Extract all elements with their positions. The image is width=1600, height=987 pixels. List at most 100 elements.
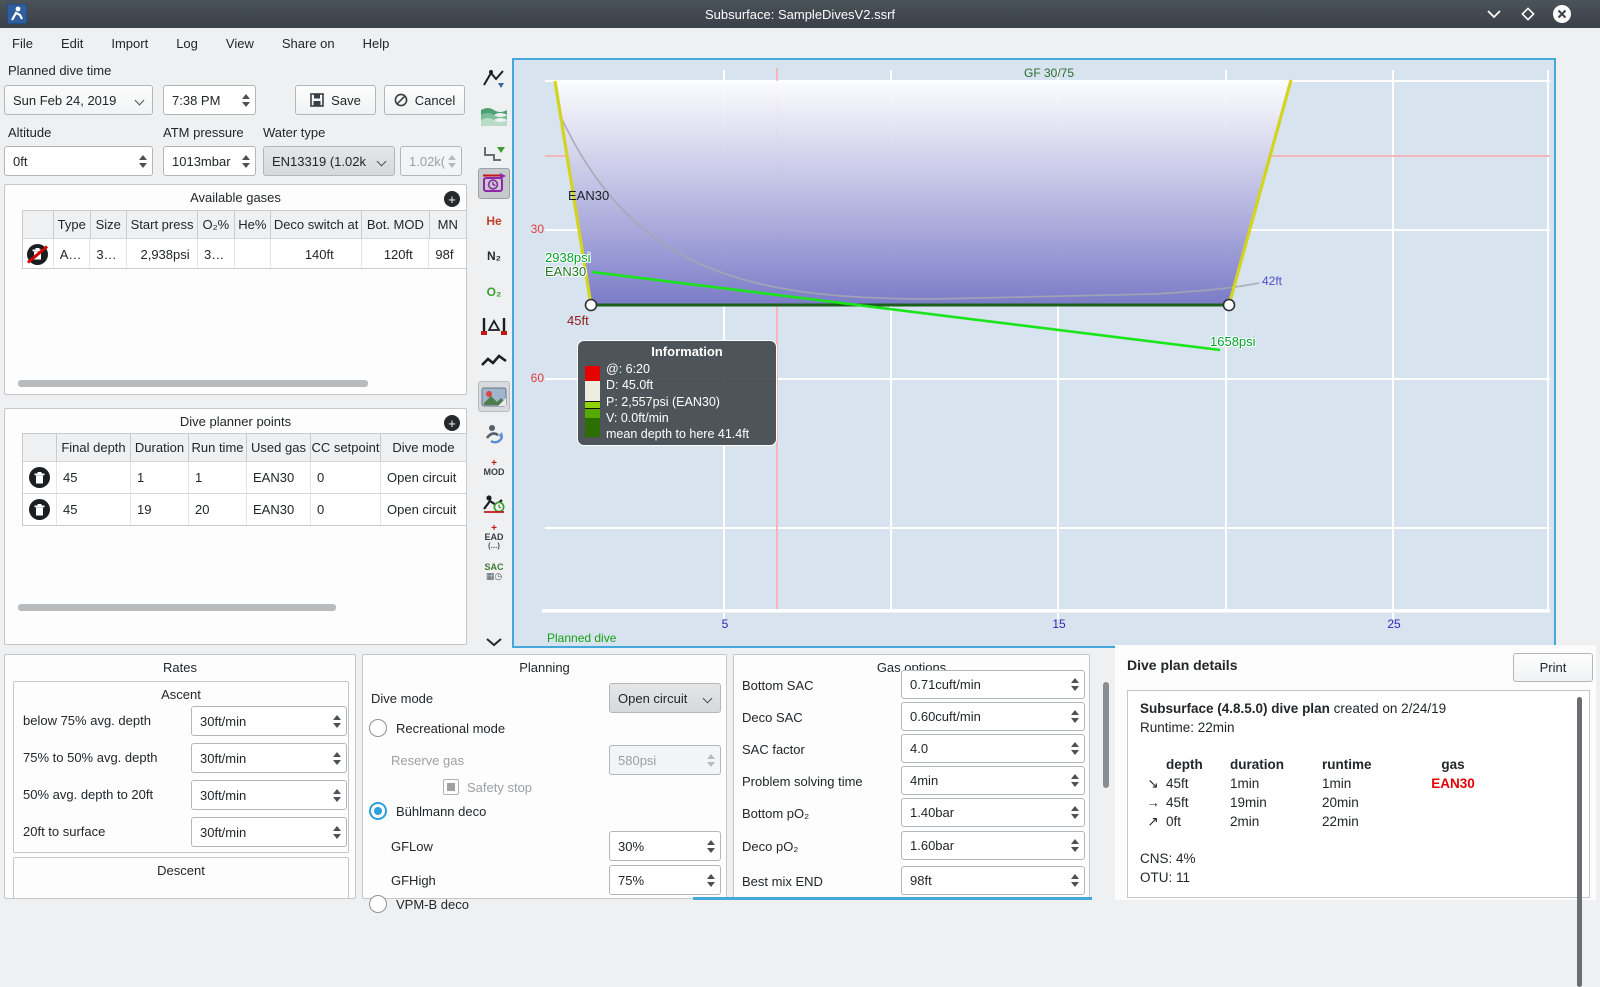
cancel-button[interactable]: Cancel bbox=[384, 85, 465, 115]
menu-import[interactable]: Import bbox=[111, 35, 149, 51]
toolbar-water-button[interactable] bbox=[478, 100, 510, 131]
menu-log[interactable]: Log bbox=[176, 35, 198, 51]
col-duration[interactable]: Duration bbox=[131, 434, 189, 461]
toolbar-ndl-button[interactable] bbox=[478, 487, 510, 518]
vpmb-deco-radio[interactable] bbox=[369, 895, 387, 913]
dive-profile-chart[interactable]: GF 30/75 EAN30 30 60 2938psi EAN30 45ft … bbox=[512, 58, 1556, 648]
stepper-arrows[interactable] bbox=[242, 86, 250, 114]
rate-stepper[interactable]: 30ft/min bbox=[191, 817, 347, 847]
toolbar-setpoint-button[interactable] bbox=[478, 168, 510, 199]
toolbar-pheo-button[interactable]: He bbox=[478, 205, 510, 236]
bottom-vertical-scrollbar[interactable] bbox=[1103, 682, 1109, 788]
toolbar-mod-button[interactable]: + MOD bbox=[478, 452, 510, 483]
dive-time-stepper[interactable]: 7:38 PM bbox=[163, 85, 256, 115]
toolbar-ruler-button[interactable] bbox=[478, 310, 510, 341]
dive-date-select[interactable]: Sun Feb 24, 2019 bbox=[4, 85, 153, 115]
gfhigh-stepper[interactable]: 75% bbox=[609, 865, 721, 895]
cell-mnd[interactable]: 98f bbox=[435, 246, 454, 262]
col-final-depth[interactable]: Final depth bbox=[57, 434, 131, 461]
cell-deco-switch[interactable]: 140ft bbox=[271, 239, 363, 268]
points-horizontal-scrollbar[interactable] bbox=[18, 604, 336, 611]
menu-view[interactable]: View bbox=[225, 35, 254, 51]
col-used-gas[interactable]: Used gas bbox=[247, 434, 311, 461]
col-cc-setpoint[interactable]: CC setpoint bbox=[311, 434, 381, 461]
toolbar-photos-button[interactable] bbox=[478, 381, 510, 412]
best-mix-end-stepper[interactable]: 98ft bbox=[901, 866, 1085, 895]
cell-duration[interactable]: 1 bbox=[131, 462, 189, 493]
gases-horizontal-scrollbar[interactable] bbox=[18, 380, 368, 387]
menu-share-on[interactable]: Share on bbox=[281, 35, 335, 51]
delete-point-icon[interactable] bbox=[29, 499, 50, 520]
delete-gas-icon[interactable] bbox=[27, 243, 49, 265]
bottom-sac-stepper[interactable]: 0.71cuft/min bbox=[901, 670, 1085, 699]
buhlmann-deco-radio[interactable] bbox=[369, 802, 387, 820]
cell-size[interactable]: 3… bbox=[90, 239, 128, 268]
plan-scrollbar[interactable] bbox=[1577, 697, 1582, 987]
col-run-time[interactable]: Run time bbox=[189, 434, 247, 461]
cell-type[interactable]: A… bbox=[54, 239, 91, 268]
menu-file[interactable]: File bbox=[12, 35, 33, 51]
rate-stepper[interactable]: 30ft/min bbox=[191, 743, 347, 773]
recreational-mode-radio[interactable] bbox=[369, 719, 387, 737]
toolbar-diver-change-button[interactable] bbox=[478, 417, 510, 448]
waypoint-handle[interactable] bbox=[584, 298, 598, 312]
add-gas-button[interactable]: + bbox=[444, 191, 460, 207]
point-row[interactable]: 45 1 1 EAN30 0 Open circuit bbox=[23, 462, 466, 494]
print-button[interactable]: Print bbox=[1513, 653, 1593, 682]
cell-depth[interactable]: 45 bbox=[57, 494, 131, 525]
cell-o2[interactable]: 3… bbox=[198, 239, 235, 268]
toolbar-pn2-button[interactable]: N₂ bbox=[478, 240, 510, 271]
cell-gas[interactable]: EAN30 bbox=[247, 462, 311, 493]
cell-duration[interactable]: 19 bbox=[131, 494, 189, 525]
gas-row[interactable]: A… 3… 2,938psi 3… 140ft 120ft 98f bbox=[23, 239, 466, 268]
gflow-stepper[interactable]: 30% bbox=[609, 831, 721, 861]
toolbar-heartrate-button[interactable] bbox=[478, 345, 510, 376]
toolbar-ead-button[interactable]: + EAD (…) bbox=[478, 522, 510, 553]
safety-stop-checkbox[interactable] bbox=[443, 779, 459, 795]
toolbar-profile-button[interactable] bbox=[478, 62, 510, 93]
col-deco-switch[interactable]: Deco switch at bbox=[271, 211, 363, 238]
cell-runtime[interactable]: 1 bbox=[189, 462, 247, 493]
point-row[interactable]: 45 19 20 EAN30 0 Open circuit bbox=[23, 494, 466, 525]
atm-pressure-stepper[interactable]: 1013mbar bbox=[163, 146, 256, 176]
col-type[interactable]: Type bbox=[54, 211, 91, 238]
sac-factor-stepper[interactable]: 4.0 bbox=[901, 734, 1085, 763]
rate-stepper[interactable]: 30ft/min bbox=[191, 780, 347, 810]
rate-stepper[interactable]: 30ft/min bbox=[191, 706, 347, 736]
cell-depth[interactable]: 45 bbox=[57, 462, 131, 493]
col-mnd[interactable]: MN bbox=[429, 211, 466, 238]
toolbar-scroll-down-button[interactable] bbox=[478, 626, 510, 657]
col-o2[interactable]: O₂% bbox=[198, 211, 235, 238]
col-start-press[interactable]: Start press bbox=[127, 211, 199, 238]
col-dive-mode[interactable]: Dive mode bbox=[381, 434, 466, 461]
cell-gas[interactable]: EAN30 bbox=[247, 494, 311, 525]
dive-mode-select[interactable]: Open circuit bbox=[609, 683, 721, 713]
add-point-button[interactable]: + bbox=[444, 415, 460, 431]
cell-he[interactable] bbox=[235, 239, 272, 268]
col-he[interactable]: He% bbox=[234, 211, 272, 238]
maximize-button[interactable] bbox=[1518, 4, 1538, 24]
cell-bot-mod[interactable]: 120ft bbox=[362, 239, 430, 268]
delete-point-icon[interactable] bbox=[29, 467, 50, 488]
water-type-select[interactable]: EN13319 (1.02k bbox=[263, 146, 395, 176]
toolbar-sac-button[interactable]: SAC ▦◷ bbox=[478, 556, 510, 587]
minimize-button[interactable] bbox=[1484, 4, 1504, 24]
menu-help[interactable]: Help bbox=[362, 35, 390, 51]
waypoint-handle[interactable] bbox=[1222, 298, 1236, 312]
deco-sac-stepper[interactable]: 0.60cuft/min bbox=[901, 702, 1085, 731]
dive-plan-text[interactable]: Subsurface (4.8.5.0) dive plan created o… bbox=[1127, 690, 1590, 898]
toolbar-ceiling-button[interactable] bbox=[478, 138, 510, 169]
save-button[interactable]: Save bbox=[295, 85, 376, 115]
bottom-po2-stepper[interactable]: 1.40bar bbox=[901, 798, 1085, 827]
toolbar-po2-button[interactable]: O₂ bbox=[478, 276, 510, 307]
deco-po2-stepper[interactable]: 1.60bar bbox=[901, 831, 1085, 860]
cell-setpoint[interactable]: 0 bbox=[311, 462, 381, 493]
problem-time-stepper[interactable]: 4min bbox=[901, 766, 1085, 795]
col-size[interactable]: Size bbox=[90, 211, 127, 238]
cell-mode[interactable]: Open circuit bbox=[387, 501, 457, 517]
cell-mode[interactable]: Open circuit bbox=[387, 469, 457, 485]
cell-start-press[interactable]: 2,938psi bbox=[127, 239, 199, 268]
close-button[interactable] bbox=[1552, 4, 1572, 24]
cell-runtime[interactable]: 20 bbox=[189, 494, 247, 525]
menu-edit[interactable]: Edit bbox=[60, 35, 84, 51]
